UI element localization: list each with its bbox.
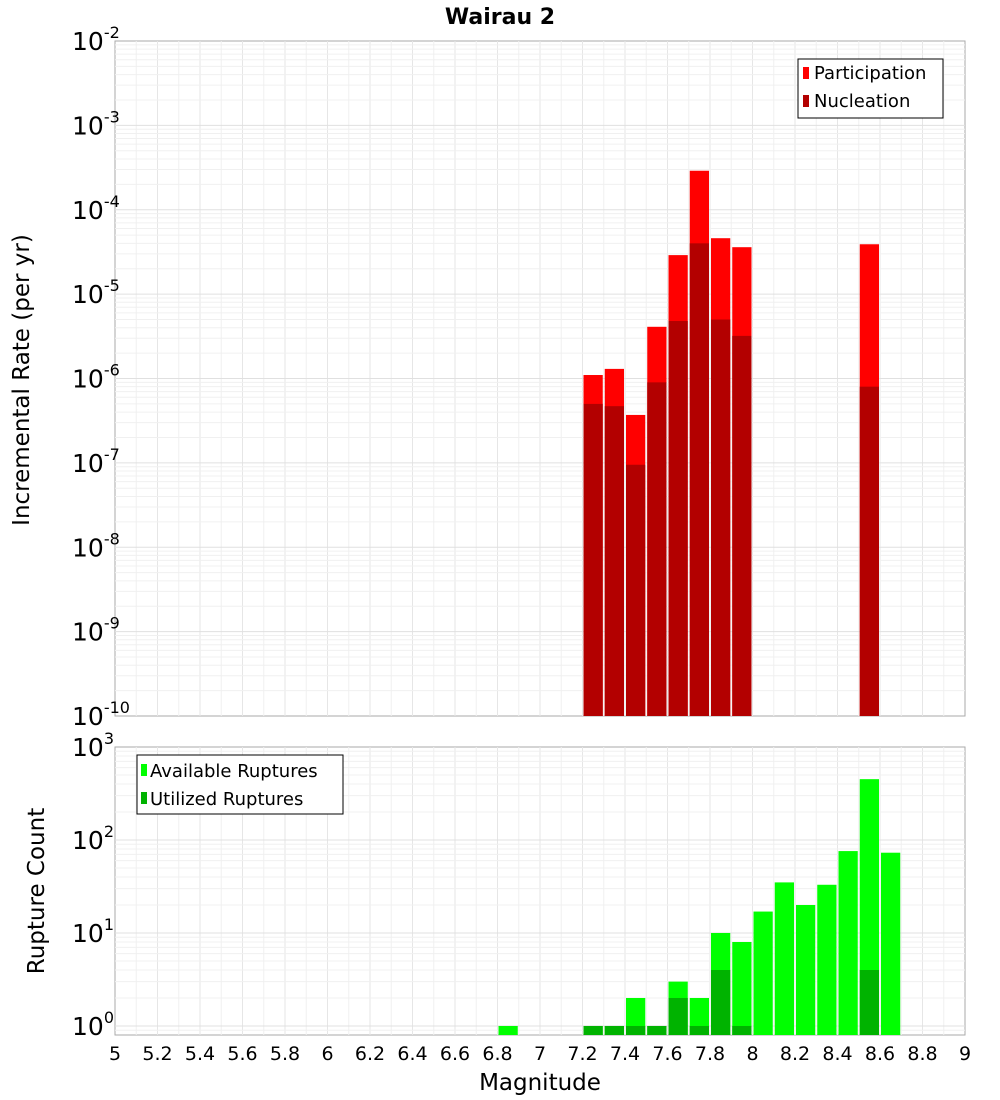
nucleation-bar (711, 319, 731, 716)
count-y-tick-label: 102 (72, 822, 114, 855)
x-axis-label: Magnitude (479, 1070, 601, 1096)
nucleation-legend-swatch (803, 95, 809, 107)
rate-y-tick-label: 10-5 (72, 276, 120, 309)
rate-y-tick-label: 10-4 (72, 192, 120, 225)
x-tick-label: 7.4 (610, 1043, 640, 1065)
x-tick-label: 5 (109, 1043, 121, 1065)
utilized-legend-swatch (141, 792, 147, 804)
x-tick-label: 7.2 (567, 1043, 597, 1065)
x-tick-label: 8.4 (822, 1043, 852, 1065)
x-tick-label: 6.6 (440, 1043, 470, 1065)
nucleation-bar (626, 464, 646, 716)
count-y-axis-label: Rupture Count (24, 808, 50, 974)
x-tick-label: 7.6 (652, 1043, 682, 1065)
count-plot-bars (498, 779, 901, 1035)
rate-y-tick-label: 10-3 (72, 107, 120, 140)
utilized-ruptures-bar (732, 1025, 752, 1035)
count-legend-box (136, 754, 344, 815)
available-ruptures-bar (689, 997, 709, 1035)
x-tick-label: 8.8 (907, 1043, 937, 1065)
rate-y-tick-label: 10-7 (72, 445, 120, 478)
x-tick-label: 5.8 (270, 1043, 300, 1065)
x-tick-label: 6.8 (482, 1043, 512, 1065)
utilized-legend-label: Utilized Ruptures (150, 789, 303, 810)
rate-y-tick-label: 10-8 (72, 529, 120, 562)
x-axis-ticks: 5 5.2 5.4 5.6 5.8 6 6.2 6.4 6.6 6.8 7 7.2 7.4 7.6 7.8 8… (109, 1043, 971, 1065)
available-legend-label: Available Ruptures (150, 761, 318, 782)
nucleation-legend-label: Nucleation (814, 91, 910, 112)
count-y-tick-label: 103 (72, 729, 114, 762)
rate-y-tick-label: 10-10 (72, 698, 130, 731)
available-ruptures-bar (881, 852, 901, 1035)
x-tick-label: 8.6 (865, 1043, 895, 1065)
rate-y-axis-label: Incremental Rate (per yr) (9, 234, 35, 526)
x-tick-label: 9 (959, 1043, 971, 1065)
rate-plot-y-ticks: 10-10 10-9 10-8 10-7 10-6 10-5 10-4 10-3 10-2 (72, 23, 130, 731)
nucleation-bar (583, 403, 603, 716)
count-y-tick-label: 100 (72, 1008, 114, 1041)
nucleation-bar (604, 406, 624, 716)
count-plot-y-ticks: 100 101 102 103 (72, 729, 114, 1041)
nucleation-bar (859, 386, 879, 716)
rate-y-tick-label: 10-6 (72, 361, 120, 394)
x-tick-label: 6 (321, 1043, 333, 1065)
available-ruptures-bar (626, 997, 646, 1035)
participation-legend-swatch (803, 67, 809, 79)
rate-y-tick-label: 10-9 (72, 614, 120, 647)
x-tick-label: 8.2 (780, 1043, 810, 1065)
available-ruptures-bar (774, 882, 794, 1035)
rate-legend: Participation Nucleation (797, 58, 944, 119)
utilized-ruptures-bar (604, 1025, 624, 1035)
utilized-ruptures-bar (583, 1025, 603, 1035)
nucleation-bar (668, 321, 688, 716)
count-y-tick-label: 101 (72, 915, 114, 948)
rate-y-tick-label: 10-2 (72, 23, 120, 56)
x-tick-label: 7.8 (695, 1043, 725, 1065)
available-ruptures-bar (753, 911, 773, 1035)
rate-plot: 10-10 10-9 10-8 10-7 10-6 10-5 10-4 10-3 10-2 In… (9, 23, 966, 731)
participation-legend-label: Participation (814, 63, 926, 84)
chart-title: Wairau 2 (445, 5, 555, 30)
count-plot: 100 101 102 103 Rupture Count Available Rup… (24, 729, 966, 1041)
nucleation-bar (689, 243, 709, 717)
x-tick-label: 6.4 (397, 1043, 427, 1065)
nucleation-bar (647, 382, 667, 716)
rate-plot-grid (115, 41, 965, 716)
utilized-ruptures-bar (668, 997, 688, 1035)
rate-legend-box (797, 58, 944, 119)
available-ruptures-bar (817, 884, 837, 1035)
rate-plot-bars (583, 170, 879, 717)
x-tick-label: 5.4 (185, 1043, 215, 1065)
available-ruptures-bar (498, 1025, 518, 1035)
utilized-ruptures-bar (626, 1025, 646, 1035)
x-tick-label: 7 (534, 1043, 546, 1065)
x-tick-label: 6.2 (355, 1043, 385, 1065)
x-tick-label: 8 (746, 1043, 758, 1065)
utilized-ruptures-bar (859, 969, 879, 1035)
available-ruptures-bar (838, 851, 858, 1035)
available-ruptures-bar (796, 904, 816, 1035)
count-legend: Available Ruptures Utilized Ruptures (136, 754, 344, 815)
available-ruptures-bar (732, 942, 752, 1035)
utilized-ruptures-bar (689, 1025, 709, 1035)
nucleation-bar (732, 335, 752, 716)
utilized-ruptures-bar (711, 969, 731, 1035)
utilized-ruptures-bar (647, 1025, 667, 1035)
x-tick-label: 5.2 (142, 1043, 172, 1065)
x-tick-label: 5.6 (227, 1043, 257, 1065)
available-legend-swatch (141, 764, 147, 776)
